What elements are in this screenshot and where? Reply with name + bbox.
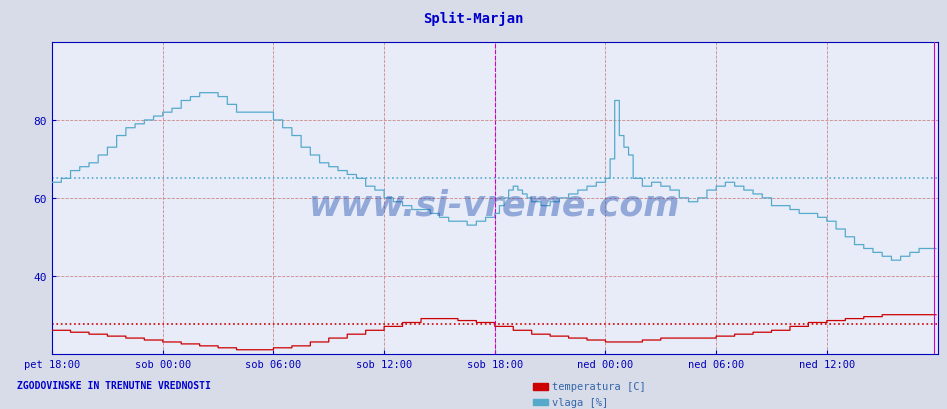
Text: temperatura [C]: temperatura [C] <box>552 382 646 391</box>
Text: www.si-vreme.com: www.si-vreme.com <box>309 188 681 222</box>
Text: ZGODOVINSKE IN TRENUTNE VREDNOSTI: ZGODOVINSKE IN TRENUTNE VREDNOSTI <box>17 380 211 391</box>
Text: Split-Marjan: Split-Marjan <box>423 11 524 25</box>
Text: vlaga [%]: vlaga [%] <box>552 397 608 407</box>
